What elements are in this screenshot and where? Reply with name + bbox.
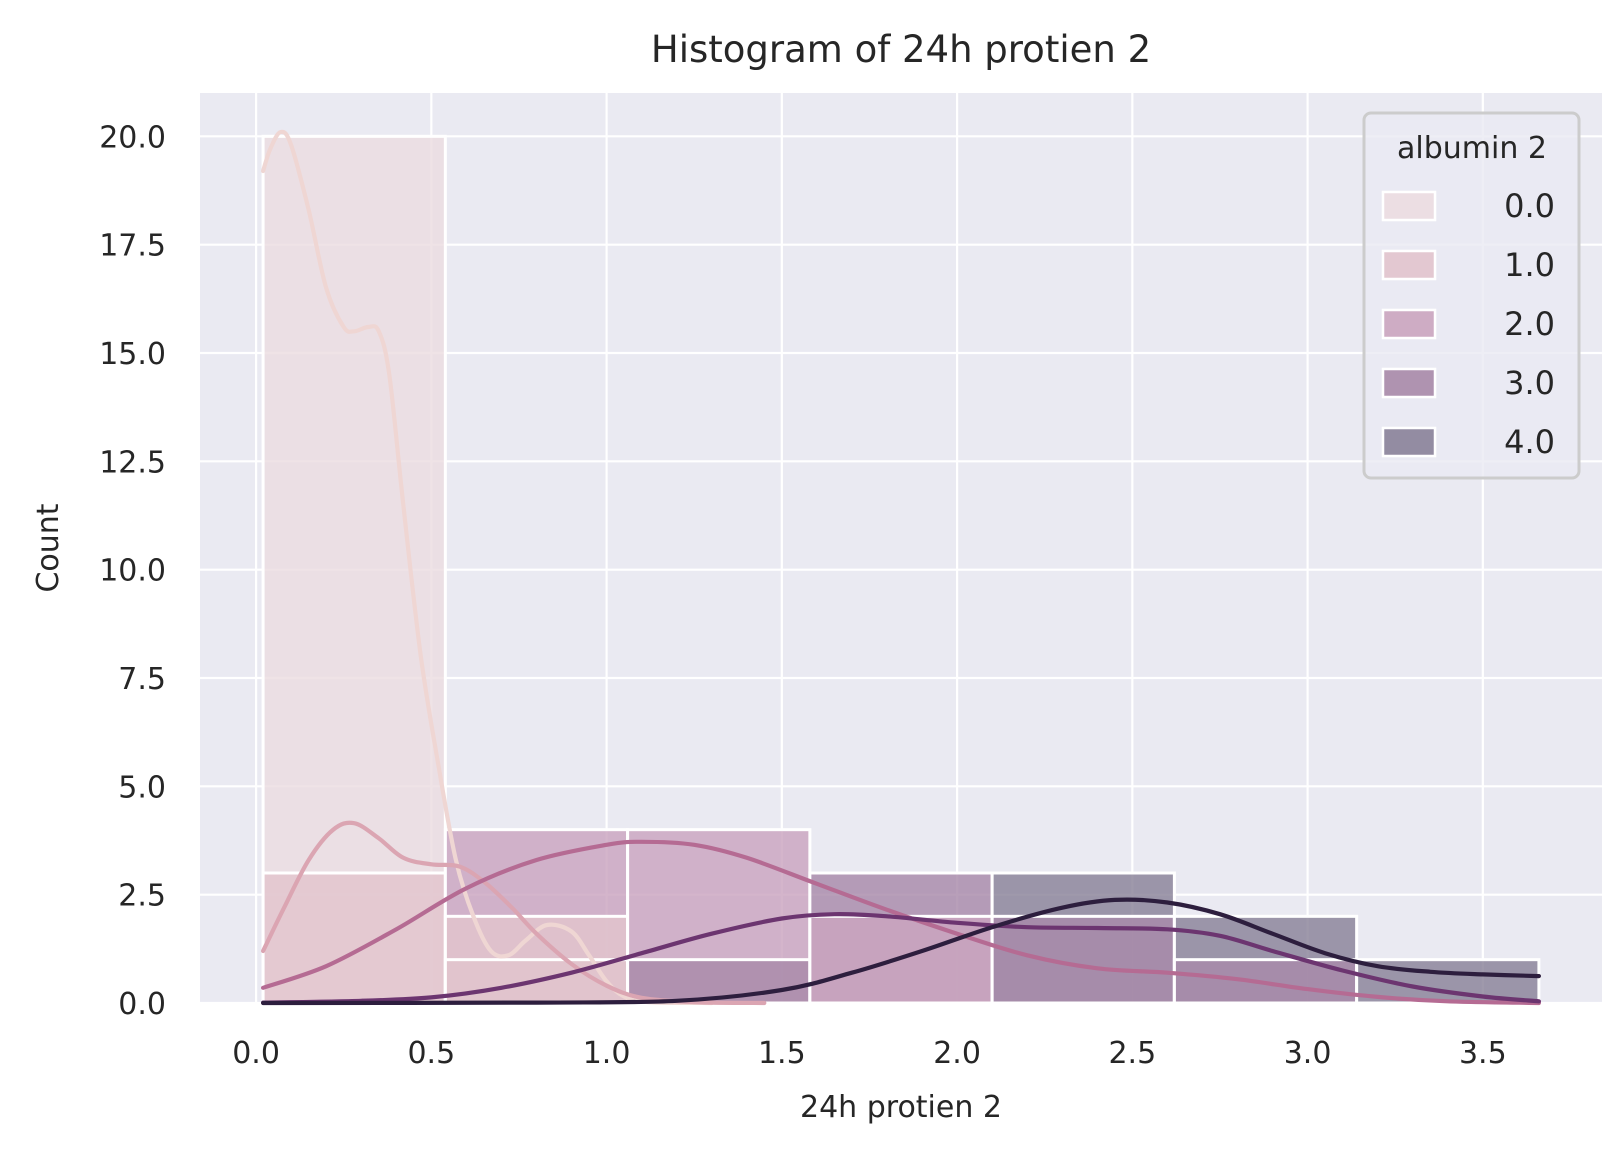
x-tick-label: 0.5 [407,1036,455,1071]
legend-label-3.0: 3.0 [1504,364,1555,402]
y-axis-label: Count [31,503,66,592]
y-axis-ticks: 0.0 2.5 5.0 7.5 10.0 12.5 15.0 17.5 20.0 [99,120,166,1022]
chart-title: Histogram of 24h protien 2 [651,28,1151,71]
x-tick-label: 2.0 [933,1036,981,1071]
y-tick-label: 5.0 [118,770,166,805]
legend-swatch-0.0 [1381,190,1437,222]
kde-line-albumin-2.0 [261,839,1541,1006]
legend-label-4.0: 4.0 [1504,423,1555,461]
legend-label-2.0: 2.0 [1504,305,1555,343]
y-tick-label: 10.0 [99,554,166,589]
bar-albumin-0.0-bin-0 [261,134,447,1005]
legend-swatch-4.0 [1381,426,1437,458]
kde-line-albumin-1.0 [261,820,767,1006]
legend: albumin 2 0.0 1.0 2.0 3.0 4.0 [1362,111,1581,480]
y-tick-label: 17.5 [99,229,166,264]
x-axis-ticks: 0.0 0.5 1.0 1.5 2.0 2.5 3.0 3.5 [232,1036,1506,1071]
x-tick-label: 2.5 [1108,1036,1156,1071]
y-tick-label: 2.5 [118,879,166,914]
legend-items: 0.0 1.0 2.0 3.0 4.0 [1381,187,1555,461]
y-tick-label: 7.5 [118,662,166,697]
legend-label-1.0: 1.0 [1504,246,1555,284]
legend-title: albumin 2 [1397,131,1547,166]
x-tick-label: 3.5 [1459,1036,1507,1071]
y-tick-label: 0.0 [118,987,166,1022]
kde-curves [261,129,1541,1006]
y-tick-label: 20.0 [99,120,166,155]
legend-swatch-2.0 [1381,308,1437,340]
x-tick-label: 1.0 [583,1036,631,1071]
kde-line-albumin-3.0 [261,912,1541,1005]
kde-line-albumin-4.0 [261,897,1541,1006]
x-axis-label: 24h protien 2 [800,1090,1002,1125]
bar-albumin-3.0-bin-4 [990,914,1176,1005]
x-tick-label: 1.5 [758,1036,806,1071]
kde-line-albumin-0.0 [261,129,714,1006]
bar-albumin-1.0-bin-0 [261,871,447,1005]
legend-label-0.0: 0.0 [1504,187,1555,225]
y-tick-label: 12.5 [99,445,166,480]
legend-swatch-1.0 [1381,249,1437,281]
x-tick-label: 0.0 [232,1036,280,1071]
x-tick-label: 3.0 [1284,1036,1332,1071]
y-tick-label: 15.0 [99,337,166,372]
legend-swatch-3.0 [1381,367,1437,399]
